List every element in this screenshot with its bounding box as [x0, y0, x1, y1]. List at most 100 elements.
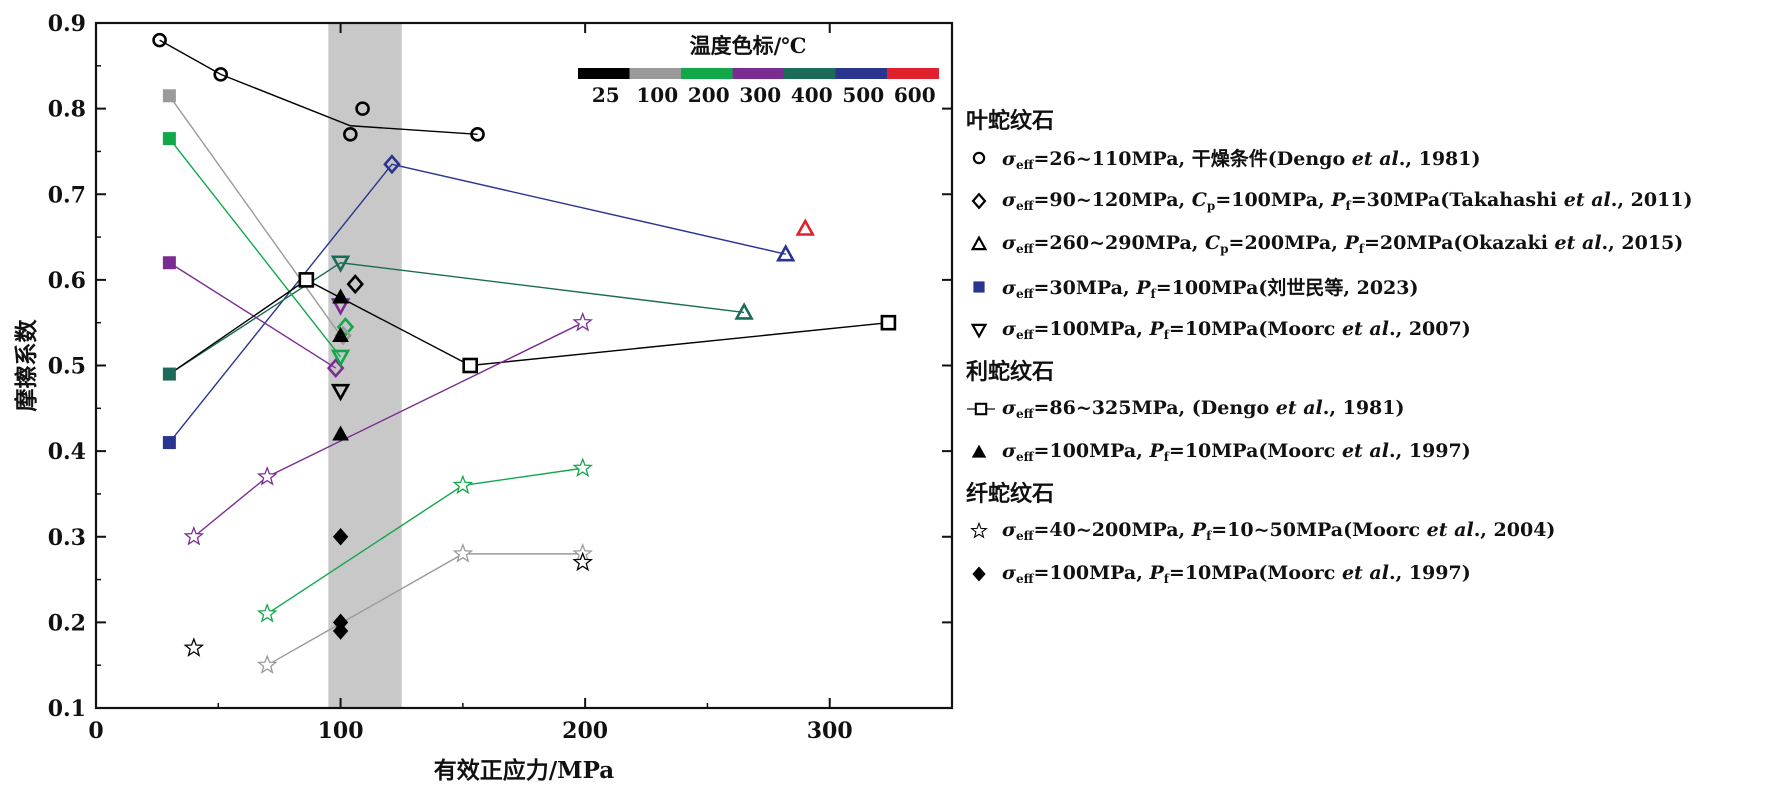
y-tick-label-5: 0.6: [48, 268, 86, 294]
colorbar-swatch-2: [681, 68, 733, 79]
series-line-13: [168, 95, 342, 336]
data-point-17-0: [330, 383, 351, 402]
data-point-0-4: [470, 127, 485, 142]
y-axis-title: 摩擦系数: [13, 319, 40, 412]
data-point-20-2: [572, 311, 594, 332]
legend-marker-square-filled-blue-icon: [973, 280, 985, 293]
legend-entry: σeff=30MPa, Pf=100MPa(刘世民等, 2023): [966, 265, 1766, 308]
data-point-2-0: [346, 274, 364, 295]
y-tick-label-6: 0.7: [48, 182, 86, 208]
y-tick-label-2: 0.3: [48, 525, 86, 551]
data-point-24-0: [332, 527, 349, 546]
series-line-22: [266, 553, 583, 666]
legend-marker-diamond-icon: [971, 192, 987, 209]
data-point-21-0: [256, 602, 278, 623]
legend-marker-shape: [970, 323, 988, 339]
colorbar-label-5: 500: [842, 83, 884, 107]
data-point-18-2: [880, 314, 897, 331]
legend-marker-star-icon: [970, 521, 988, 538]
series-line-18: [168, 279, 889, 375]
colorbar-swatch-0: [578, 68, 630, 79]
colorbar-title: 温度色标/℃: [690, 33, 807, 58]
legend-marker-shape: [970, 521, 988, 538]
data-point-19-1: [332, 327, 349, 343]
legend: 叶蛇纹石 σeff=26~110MPa, 干燥条件(Dengo et al., 1…: [966, 100, 1766, 595]
legend-entry-label: σeff=40~200MPa, Pf=10~50MPa(Moorc et al.…: [1002, 518, 1556, 543]
legend-marker-triangle-filled-icon: [971, 444, 987, 458]
x-tick-label-3: 300: [807, 718, 853, 744]
x-axis-title: 有效正应力/MPa: [434, 757, 615, 784]
colorbar-swatch-3: [732, 68, 785, 79]
colorbar-label-2: 200: [688, 83, 730, 107]
markers-layer: [152, 32, 897, 674]
y-tick-label-4: 0.5: [48, 354, 86, 380]
friction-chart: 0 100 200 300 0.1 0.2 0.3 0.4 0.5 0.6 0.7 0.8 0.9 温度…: [13, 11, 954, 784]
data-point-18-0: [298, 272, 315, 288]
data-point-1-0: [383, 154, 401, 175]
legend-group-title: 利蛇纹石: [966, 359, 1055, 385]
axes-layer: 0 100 200 300 0.1 0.2 0.3 0.4 0.5 0.6 0.7 0.8 0.9: [48, 11, 954, 744]
colorbar-label-1: 100: [636, 83, 678, 107]
legend-marker-shape: [973, 280, 985, 293]
data-point-7-0: [734, 302, 754, 320]
data-point-21-1: [452, 474, 474, 495]
series-line-0: [159, 39, 478, 136]
y-tick-label-3: 0.4: [48, 439, 86, 465]
legend-entry: σeff=90~120MPa, Cp=100MPa, Pf=30MPa(Taka…: [966, 179, 1766, 222]
legend-entry: σeff=100MPa, Pf=10MPa(Moorc et al., 1997…: [966, 430, 1766, 473]
x-tick-label-1: 100: [318, 718, 364, 744]
colorbar-label-3: 300: [739, 83, 781, 107]
colorbar-swatch-1: [629, 68, 682, 79]
colorbar: 温度色标/℃ 25 100 200 300 400 500 600: [578, 33, 939, 107]
legend-marker-square-open-line-icon: [967, 402, 995, 415]
legend-entry: σeff=100MPa, Pf=10MPa(Moorc et al., 2007…: [966, 308, 1766, 351]
series-line-21: [266, 467, 583, 615]
data-point-15-0: [330, 349, 351, 368]
legend-entry: σeff=26~110MPa, 干燥条件(Dengo et al., 1981): [966, 136, 1766, 179]
legend-marker-diamond-filled-icon: [972, 565, 986, 582]
legend-marker-shape: [972, 151, 986, 164]
data-point-18-1: [462, 357, 478, 374]
data-point-13-0: [162, 89, 176, 103]
data-point-20-0: [183, 525, 205, 546]
data-point-3-0: [336, 316, 355, 337]
data-point-12-0: [162, 132, 176, 146]
colorbar-label-4: 400: [791, 83, 833, 107]
legend-entry-label: σeff=90~120MPa, Cp=100MPa, Pf=30MPa(Taka…: [1002, 188, 1693, 213]
series-line-12: [168, 138, 342, 358]
series-line-9: [168, 163, 786, 443]
colorbar-label-6: 600: [894, 83, 936, 107]
legend-entry-label: σeff=260~290MPa, Cp=200MPa, Pf=20MPa(Oka…: [1002, 231, 1684, 256]
x-tick-label-2: 200: [562, 718, 608, 744]
data-point-23-0: [183, 637, 205, 657]
legend-marker-shape: [972, 565, 986, 582]
colorbar-swatch-4: [784, 68, 836, 79]
data-point-6-0: [775, 244, 796, 262]
legend-marker-triangle-icon: [970, 234, 988, 250]
data-point-0-2: [355, 101, 370, 116]
data-point-11-0: [162, 256, 176, 270]
legend-entry-label: σeff=86~325MPa, (Dengo et al., 1981): [1002, 396, 1405, 421]
series-line-10: [168, 262, 745, 375]
data-point-19-0: [332, 288, 349, 304]
data-point-0-0: [152, 32, 167, 48]
legend-marker-circle-icon: [972, 151, 986, 164]
legend-marker-shape: [974, 402, 988, 415]
data-point-10-0: [162, 367, 176, 381]
legend-entry-label: σeff=30MPa, Pf=100MPa(刘世民等, 2023): [1002, 276, 1419, 301]
legend-group-title: 叶蛇纹石: [966, 108, 1055, 134]
legend-entry-label: σeff=100MPa, Pf=10MPa(Moorc et al., 2007…: [1002, 317, 1471, 342]
colorbar-swatch-5: [835, 68, 888, 79]
data-point-0-3: [343, 127, 358, 142]
legend-marker-shape: [971, 444, 987, 458]
legend-entry: σeff=86~325MPa, (Dengo et al., 1981): [966, 387, 1766, 430]
legend-marker-shape: [971, 192, 987, 209]
series-line-11: [168, 262, 337, 369]
legend-entry-label: σeff=26~110MPa, 干燥条件(Dengo et al., 1981): [1002, 147, 1481, 172]
colorbar-label-0: 25: [592, 83, 620, 107]
y-tick-label-0: 0.1: [48, 696, 86, 722]
y-tick-label-1: 0.2: [48, 610, 86, 636]
y-tick-label-8: 0.9: [48, 11, 86, 37]
y-tick-label-7: 0.8: [48, 97, 86, 123]
data-point-22-1: [452, 543, 474, 563]
